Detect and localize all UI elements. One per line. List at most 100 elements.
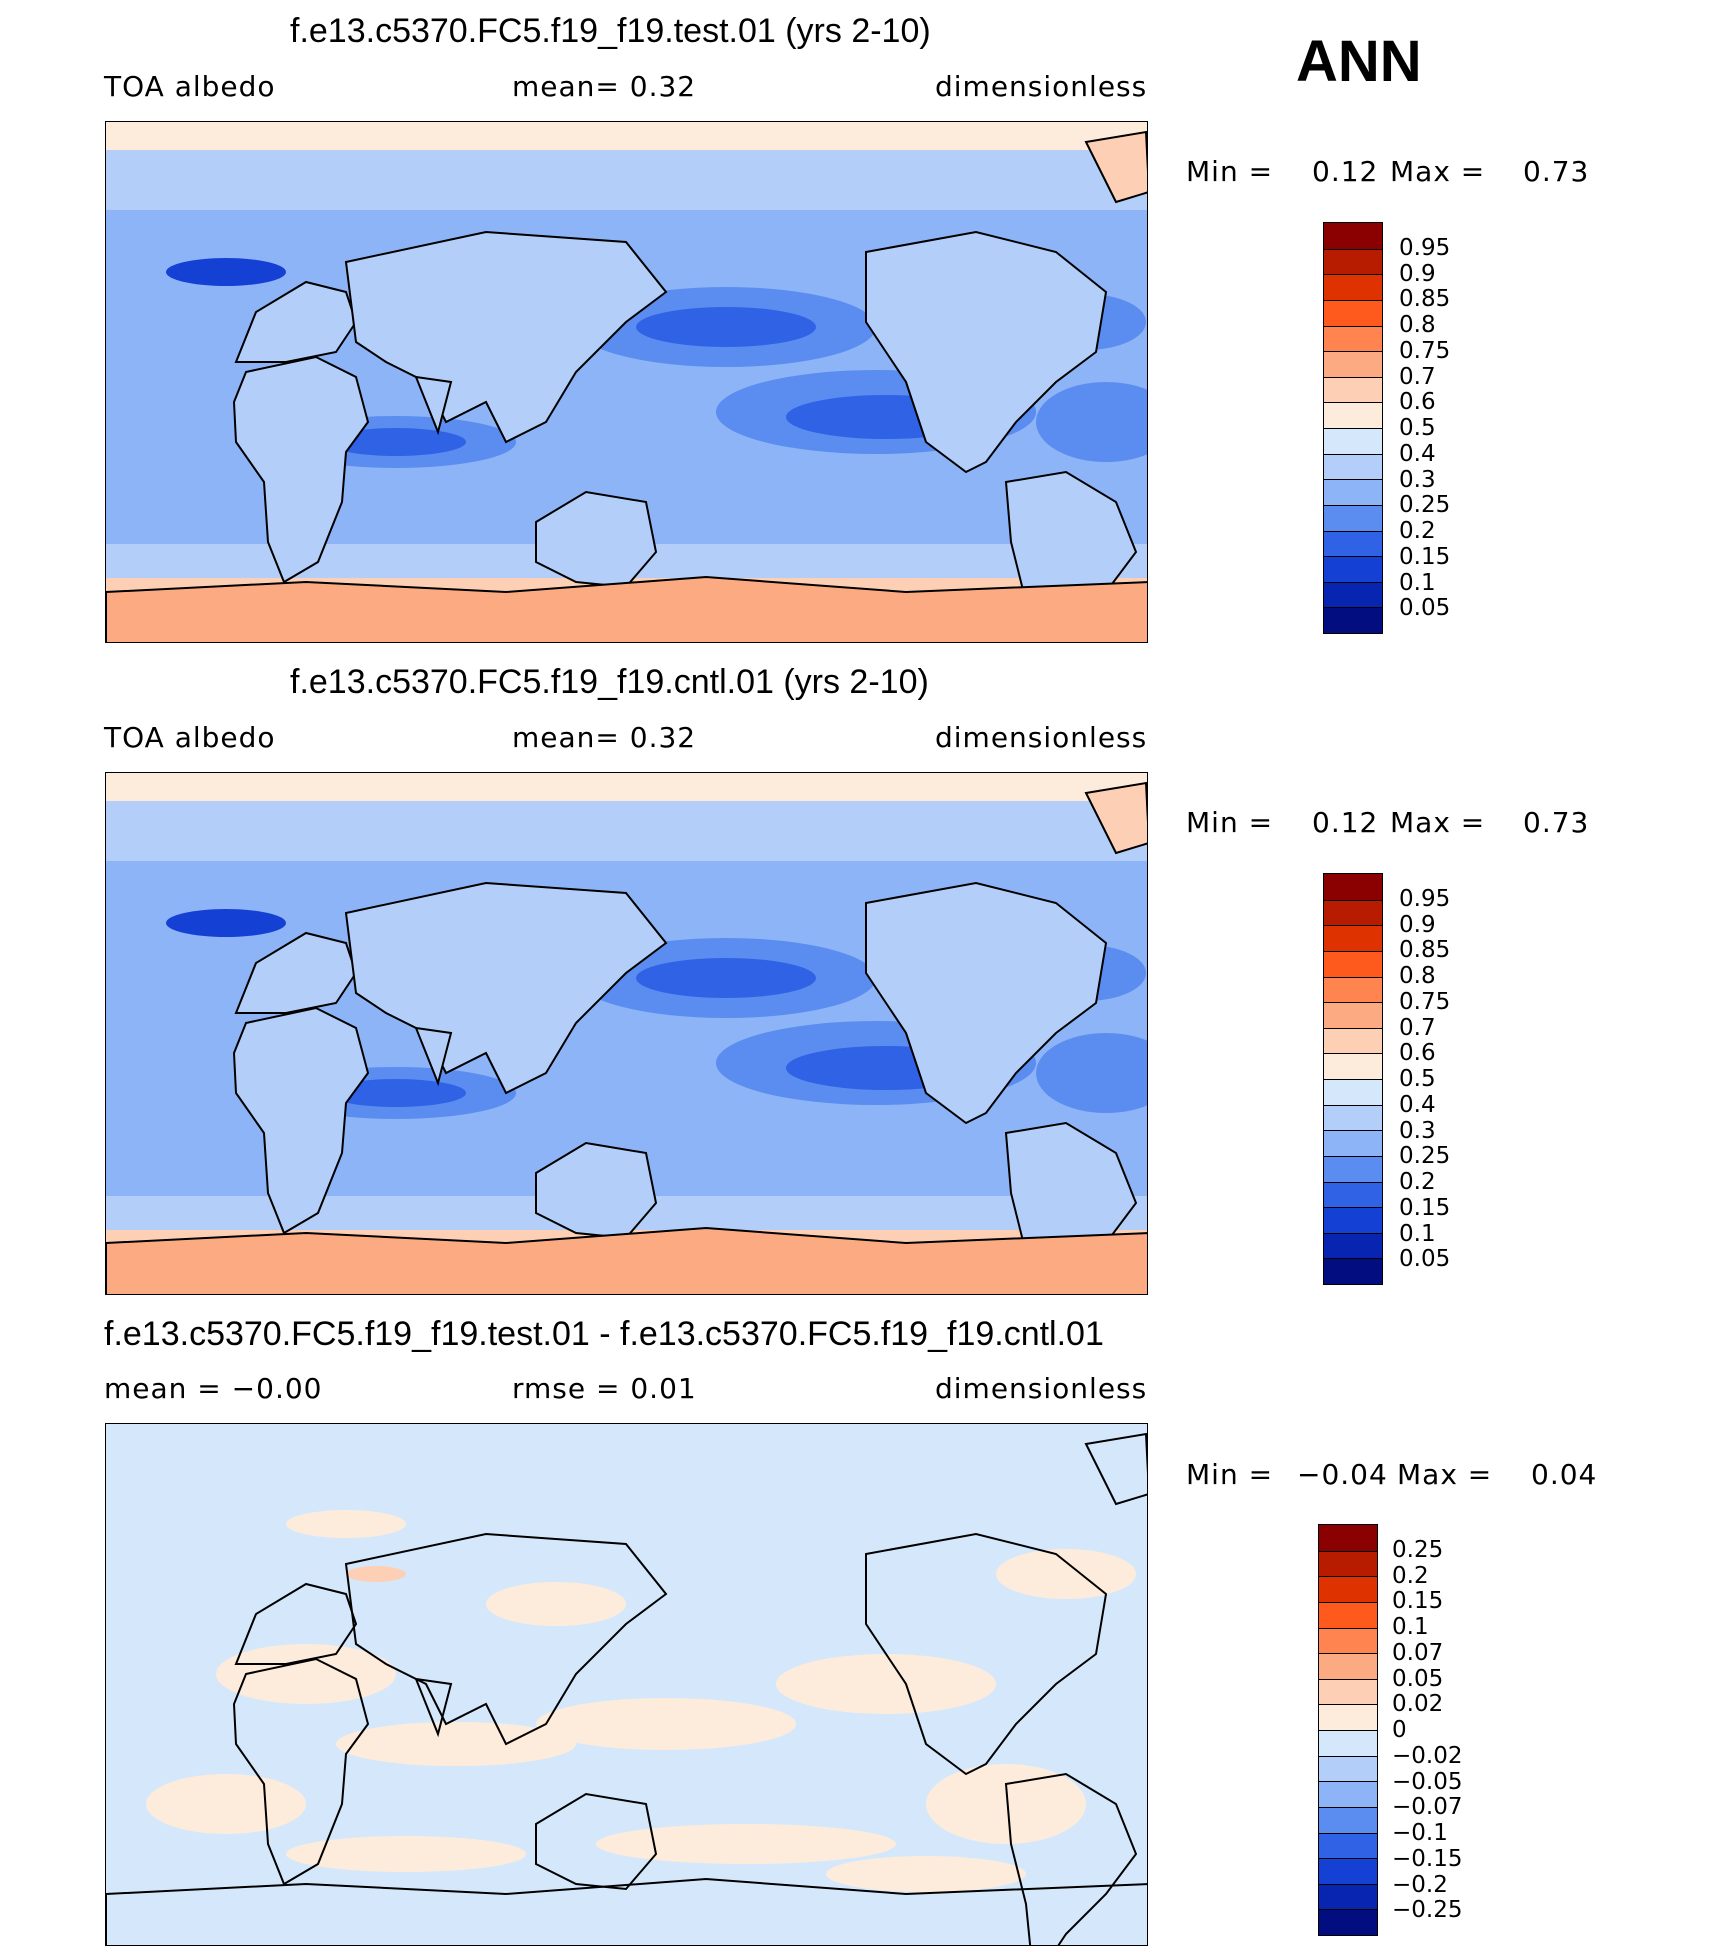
positive-anomaly-region [286, 1836, 526, 1872]
namerica-coastline [865, 230, 1108, 474]
colorbar-segment [1319, 1653, 1377, 1679]
colorbar-tick-label: 0.4 [1399, 1091, 1436, 1118]
panel2-units-label: dimensionless [935, 721, 1148, 754]
arctic-band [106, 122, 1147, 150]
australia-coastline [535, 1792, 658, 1891]
south-atlantic-low [1036, 382, 1147, 462]
season-label: ANN [1296, 29, 1422, 94]
panel1-min-value: 0.12 [1312, 155, 1379, 188]
positive-anomaly-region [146, 1774, 306, 1834]
colorbar-segment [1319, 1704, 1377, 1730]
colorbar-tick-label: 0.25 [1392, 1536, 1444, 1563]
panel2-max-label: Max = [1390, 806, 1486, 839]
panel1-colorbar [1323, 222, 1383, 634]
positive-anomaly-region [926, 1764, 1086, 1844]
greenland-coastline [1084, 781, 1147, 855]
greenland-coastline [1084, 130, 1147, 204]
asia-coastline [344, 230, 668, 444]
colorbar-tick-label: 0.15 [1399, 543, 1451, 570]
colorbar-segment [1324, 1207, 1382, 1233]
panel3-max-value: 0.04 [1531, 1458, 1598, 1491]
colorbar-segment [1324, 1181, 1382, 1208]
positive-anomaly-region [336, 1722, 576, 1766]
colorbar-segment [1324, 899, 1382, 926]
panel3-units-label: dimensionless [935, 1372, 1148, 1405]
colorbar-segment [1324, 1002, 1382, 1028]
colorbar-segment [1324, 351, 1382, 377]
colorbar-tick-label: 0.5 [1399, 415, 1436, 441]
panel3-colorbar [1318, 1524, 1378, 1936]
positive-anomaly-region [286, 1510, 406, 1538]
indian-ocean-min [326, 428, 466, 456]
north-pacific-min [636, 307, 816, 347]
antarctica-coastline [106, 1226, 1147, 1294]
colorbar-tick-label: 0.1 [1399, 569, 1436, 596]
panel1-units-label: dimensionless [935, 70, 1148, 103]
colorbar-segment [1324, 1027, 1382, 1054]
colorbar-segment [1319, 1678, 1377, 1705]
arctic-band [106, 773, 1147, 801]
colorbar-tick-label: 0.75 [1399, 988, 1451, 1015]
colorbar-tick-label: 0.75 [1399, 337, 1451, 364]
colorbar-segment [1324, 299, 1382, 326]
panel1-mean-label: mean= 0.32 [512, 70, 697, 103]
panel2-title: f.e13.c5370.FC5.f19_f19.cntl.01 (yrs 2-1… [290, 663, 929, 701]
colorbar-tick-label: 0.7 [1399, 363, 1436, 390]
colorbar-tick-label: 0.6 [1399, 389, 1436, 416]
panel2-min-label: Min = [1186, 806, 1274, 839]
australia-coastline [535, 1141, 658, 1240]
panel2-variable-label: TOA albedo [104, 721, 276, 754]
colorbar-tick-label: 0.05 [1392, 1665, 1444, 1692]
positive-anomaly-region [996, 1549, 1136, 1599]
colorbar-tick-label: 0.2 [1399, 518, 1436, 544]
colorbar-tick-label: 0.15 [1399, 1194, 1451, 1221]
samerica-coastline [1004, 1772, 1138, 1945]
colorbar-segment [1324, 1053, 1382, 1079]
colorbar-tick-label: 0.15 [1392, 1588, 1444, 1615]
colorbar-tick-label: 0.1 [1392, 1614, 1429, 1640]
colorbar-segment [1324, 1232, 1382, 1259]
colorbar-tick-label: 0.8 [1399, 312, 1436, 338]
panel2-mean-label: mean= 0.32 [512, 721, 697, 754]
colorbar-segment [1324, 453, 1382, 480]
south-atlantic-low [1036, 1033, 1147, 1113]
colorbar-segment [1324, 223, 1382, 249]
colorbar-segment [1319, 1627, 1377, 1654]
colorbar-segment [1319, 1525, 1377, 1551]
colorbar-segment [1324, 530, 1382, 557]
colorbar-tick-label: −0.07 [1392, 1794, 1463, 1821]
africa-coastline [232, 1006, 370, 1235]
colorbar-segment [1319, 1755, 1377, 1782]
panel2-min-value: 0.12 [1312, 806, 1379, 839]
colorbar-segment [1324, 950, 1382, 977]
colorbar-segment [1324, 976, 1382, 1003]
panel3-title: f.e13.c5370.FC5.f19_f19.test.01 - f.e13.… [104, 1315, 1104, 1353]
panel1-map [105, 121, 1148, 643]
australia-coastline [535, 490, 658, 589]
namerica-coastline [865, 881, 1108, 1125]
colorbar-segment [1324, 874, 1382, 900]
positive-anomaly-region [826, 1856, 1026, 1892]
colorbar-tick-label: 0.25 [1399, 492, 1451, 519]
colorbar-tick-label: 0.05 [1399, 595, 1451, 622]
colorbar-tick-label: 0.02 [1392, 1691, 1444, 1718]
positive-anomaly-region [536, 1698, 796, 1750]
namerica-coastline [865, 1532, 1108, 1776]
colorbar-segment [1324, 1079, 1382, 1105]
africa-coastline [232, 355, 370, 584]
colorbar-segment [1319, 1781, 1377, 1807]
panel1-max-value: 0.73 [1523, 155, 1590, 188]
colorbar-segment [1324, 1155, 1382, 1182]
colorbar-segment [1319, 1832, 1377, 1859]
colorbar-segment [1324, 925, 1382, 951]
subarctic-band [106, 150, 1147, 210]
colorbar-segment [1324, 325, 1382, 352]
colorbar-tick-label: 0.2 [1392, 1562, 1429, 1589]
panel1-max-label: Max = [1390, 155, 1486, 188]
panel3-mean-label: mean = −0.00 [104, 1372, 323, 1405]
panel1-variable-label: TOA albedo [104, 70, 276, 103]
colorbar-segment [1324, 581, 1382, 608]
colorbar-segment [1319, 1883, 1377, 1910]
colorbar-segment [1324, 1258, 1382, 1284]
antarctica-coastline [106, 575, 1147, 642]
